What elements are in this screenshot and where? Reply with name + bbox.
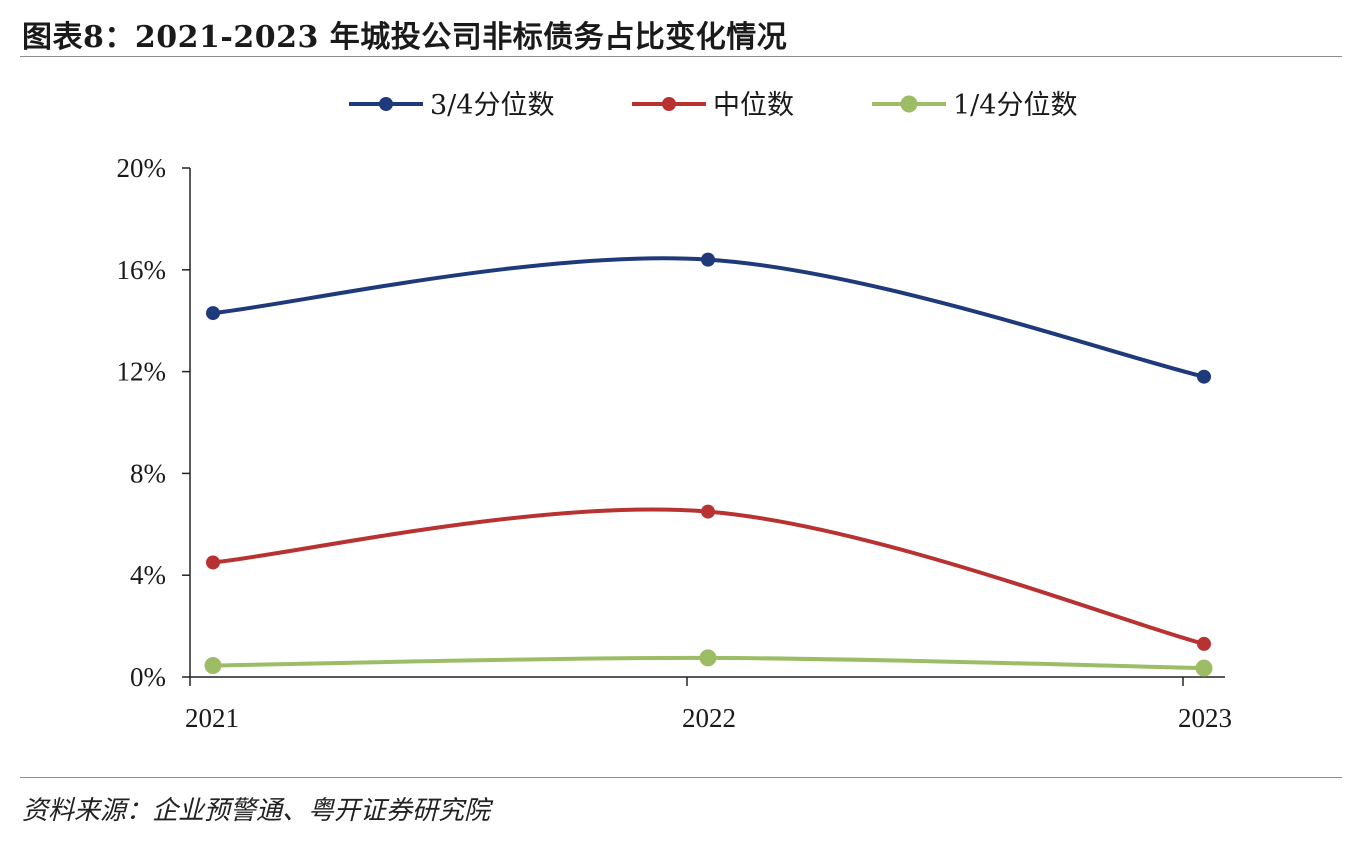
series-3 — [204, 649, 1213, 677]
legend-item-2: 中位数 — [632, 90, 794, 121]
data-point — [1197, 369, 1211, 384]
series-line — [211, 256, 1206, 379]
data-point — [206, 555, 220, 570]
y-tick-label: 4% — [130, 560, 166, 590]
legend-swatch-marker — [662, 97, 676, 111]
y-tick-label: 0% — [130, 662, 166, 692]
data-point — [1197, 636, 1211, 651]
title-divider — [20, 56, 1342, 57]
y-tick-label: 20% — [117, 153, 167, 183]
data-point — [699, 649, 717, 667]
data-point — [701, 252, 715, 267]
legend-swatch-marker — [900, 95, 918, 113]
x-tick-label: 2022 — [682, 703, 736, 733]
series-2 — [206, 504, 1211, 651]
x-tick-label: 2021 — [185, 703, 239, 733]
y-tick-label: 12% — [117, 357, 167, 387]
data-point — [701, 504, 715, 519]
data-point — [206, 306, 220, 321]
legend-label: 中位数 — [713, 90, 794, 121]
legend-item-1: 3/4分位数 — [349, 90, 554, 121]
chart-title: 图表8：2021-2023 年城投公司非标债务占比变化情况 — [22, 20, 788, 55]
x-tick-label: 2023 — [1178, 703, 1232, 733]
legend-label: 1/4分位数 — [953, 90, 1077, 121]
legend-item-3: 1/4分位数 — [872, 90, 1077, 121]
axes: 0% 4% 8% 12% 16% 20% 2021 2022 2023 — [117, 153, 1233, 733]
series-group — [204, 252, 1213, 677]
y-tick-label: 8% — [130, 458, 166, 488]
series-1 — [206, 252, 1211, 384]
source-note: 资料来源：企业预警通、粤开证券研究院 — [22, 796, 491, 826]
footer-divider — [20, 777, 1342, 778]
series-line — [211, 507, 1206, 646]
legend: 3/4分位数 中位数 1/4分位数 — [349, 90, 1077, 121]
data-point — [204, 657, 222, 675]
y-tick-label: 16% — [117, 255, 167, 285]
legend-swatch-marker — [379, 97, 393, 111]
data-point — [1195, 659, 1213, 677]
legend-label: 3/4分位数 — [430, 90, 554, 121]
